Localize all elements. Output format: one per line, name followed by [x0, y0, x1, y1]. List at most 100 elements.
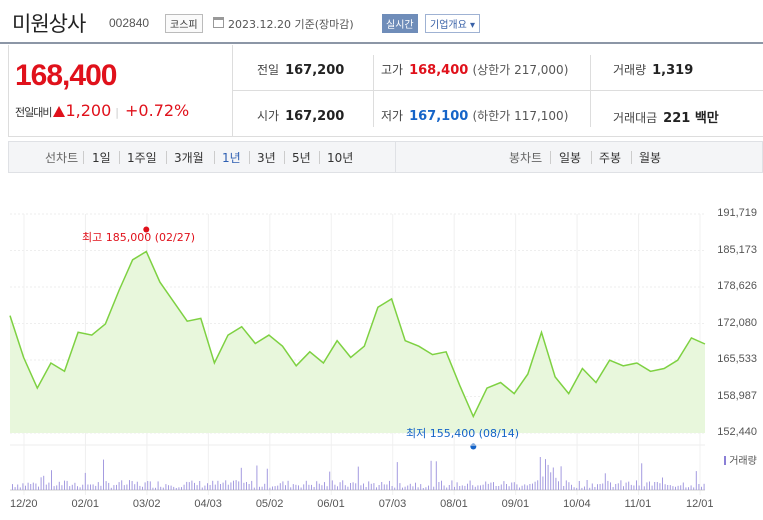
- candle-daily[interactable]: 일봉: [559, 151, 582, 165]
- volume-bar: [599, 484, 601, 490]
- turnover-label: 거래대금: [613, 111, 658, 125]
- turnover: 거래대금 221 백만: [613, 107, 719, 126]
- volume-bar: [701, 486, 702, 490]
- volume-bar: [490, 482, 492, 490]
- volume-bar: [607, 480, 609, 490]
- volume-bar: [181, 487, 182, 490]
- volume-bar: [30, 484, 32, 490]
- volume-bar: [136, 481, 138, 490]
- volume-bar: [82, 484, 84, 490]
- volume-bar: [412, 486, 414, 490]
- candle-chart-label: 봉차트: [509, 151, 543, 165]
- volume-bar: [334, 484, 336, 490]
- period-1d[interactable]: 1일: [92, 151, 111, 165]
- volume-bar: [386, 484, 388, 490]
- period-10y[interactable]: 10년: [327, 151, 354, 165]
- volume-bar: [188, 482, 190, 490]
- y-tick-label: 178,626: [717, 280, 757, 292]
- volume-bar: [79, 487, 81, 490]
- volume-bar: [568, 482, 570, 490]
- volume-bar: [578, 481, 580, 490]
- period-5y[interactable]: 5년: [292, 151, 311, 165]
- volume-bar: [521, 485, 523, 490]
- divider: [284, 151, 285, 164]
- volume-bar: [391, 486, 393, 490]
- volume-bar: [207, 483, 208, 490]
- period-1w[interactable]: 1주일: [127, 151, 157, 165]
- divider: |: [115, 106, 120, 119]
- volume-bar: [560, 466, 562, 490]
- volume-bar: [651, 485, 653, 490]
- divider: [319, 151, 320, 164]
- volume-bar: [103, 459, 104, 490]
- volume-bar: [118, 482, 120, 490]
- volume-bar: [155, 487, 156, 490]
- open-value: 167,200: [285, 109, 345, 124]
- volume-bar: [576, 487, 578, 490]
- volume-bar: [415, 482, 416, 490]
- volume-bar: [272, 486, 273, 490]
- volume-bar: [235, 480, 237, 490]
- divider: [119, 151, 120, 164]
- y-tick-label: 185,173: [717, 243, 757, 256]
- volume-bar: [493, 482, 494, 490]
- price-chart[interactable]: 191,719 185,173 178,626 172,080 165,533 158,9…: [0, 190, 763, 520]
- volume-bar: [350, 483, 351, 490]
- volume-bar: [378, 485, 380, 490]
- x-tick-label: 02/01: [71, 498, 99, 510]
- volume-bar: [160, 486, 162, 490]
- volume-bar: [40, 477, 42, 490]
- period-3m[interactable]: 3개월: [174, 151, 204, 165]
- volume-bar: [680, 485, 682, 490]
- volume-bar: [389, 480, 390, 490]
- volume-bar: [495, 486, 497, 490]
- volume-bar: [500, 484, 502, 490]
- volume-bar: [66, 480, 68, 490]
- volume-bar: [266, 468, 268, 490]
- volume-bar: [409, 483, 411, 490]
- volume-bar: [321, 485, 323, 490]
- prev-close: 전일 167,200: [257, 61, 344, 78]
- volume-bar: [433, 486, 435, 490]
- candle-monthly[interactable]: 월봉: [639, 151, 662, 165]
- volume-bar: [550, 472, 552, 490]
- low-value: 167,100: [409, 109, 469, 124]
- volume-bar: [482, 484, 484, 490]
- volume-bar: [108, 482, 110, 490]
- company-overview-button[interactable]: 기업개요 ▾: [425, 14, 480, 33]
- volume-bar: [214, 484, 216, 490]
- volume-label: 거래량: [613, 63, 647, 77]
- volume-bar: [675, 486, 676, 490]
- volume-bar: [693, 487, 695, 490]
- volume-bar: [461, 485, 463, 490]
- volume-bar: [508, 486, 510, 490]
- volume-bar: [347, 486, 349, 490]
- volume-bar: [173, 486, 175, 490]
- volume-bar: [402, 487, 403, 490]
- volume-bar: [298, 485, 299, 490]
- high-annotation: 최고 185,000 (02/27): [82, 231, 196, 244]
- volume-bar: [27, 482, 29, 490]
- volume-bar: [64, 480, 65, 490]
- volume-bar: [357, 466, 359, 490]
- volume-bar: [451, 480, 453, 490]
- volume-bar: [87, 484, 89, 490]
- volume-bar: [121, 480, 123, 490]
- divider: [166, 151, 167, 164]
- period-3y[interactable]: 3년: [257, 151, 276, 165]
- volume-bar: [165, 484, 167, 490]
- divider: [233, 90, 763, 91]
- volume-bar: [643, 486, 645, 490]
- price-date: 2023.12.20 기준(장마감): [228, 18, 354, 31]
- volume-bar: [602, 483, 604, 490]
- volume-bar: [157, 481, 159, 490]
- current-price-box: 168,400 전일대비 1,200 | +0.72%: [8, 45, 233, 137]
- volume-bar: [253, 487, 255, 490]
- realtime-button[interactable]: 실시간: [382, 14, 418, 33]
- volume-bar: [355, 483, 357, 490]
- period-1y[interactable]: 1년: [222, 151, 241, 165]
- volume-bar: [485, 481, 487, 490]
- volume-bar: [604, 473, 606, 490]
- candle-weekly[interactable]: 주봉: [599, 151, 622, 165]
- volume-bar: [399, 483, 401, 490]
